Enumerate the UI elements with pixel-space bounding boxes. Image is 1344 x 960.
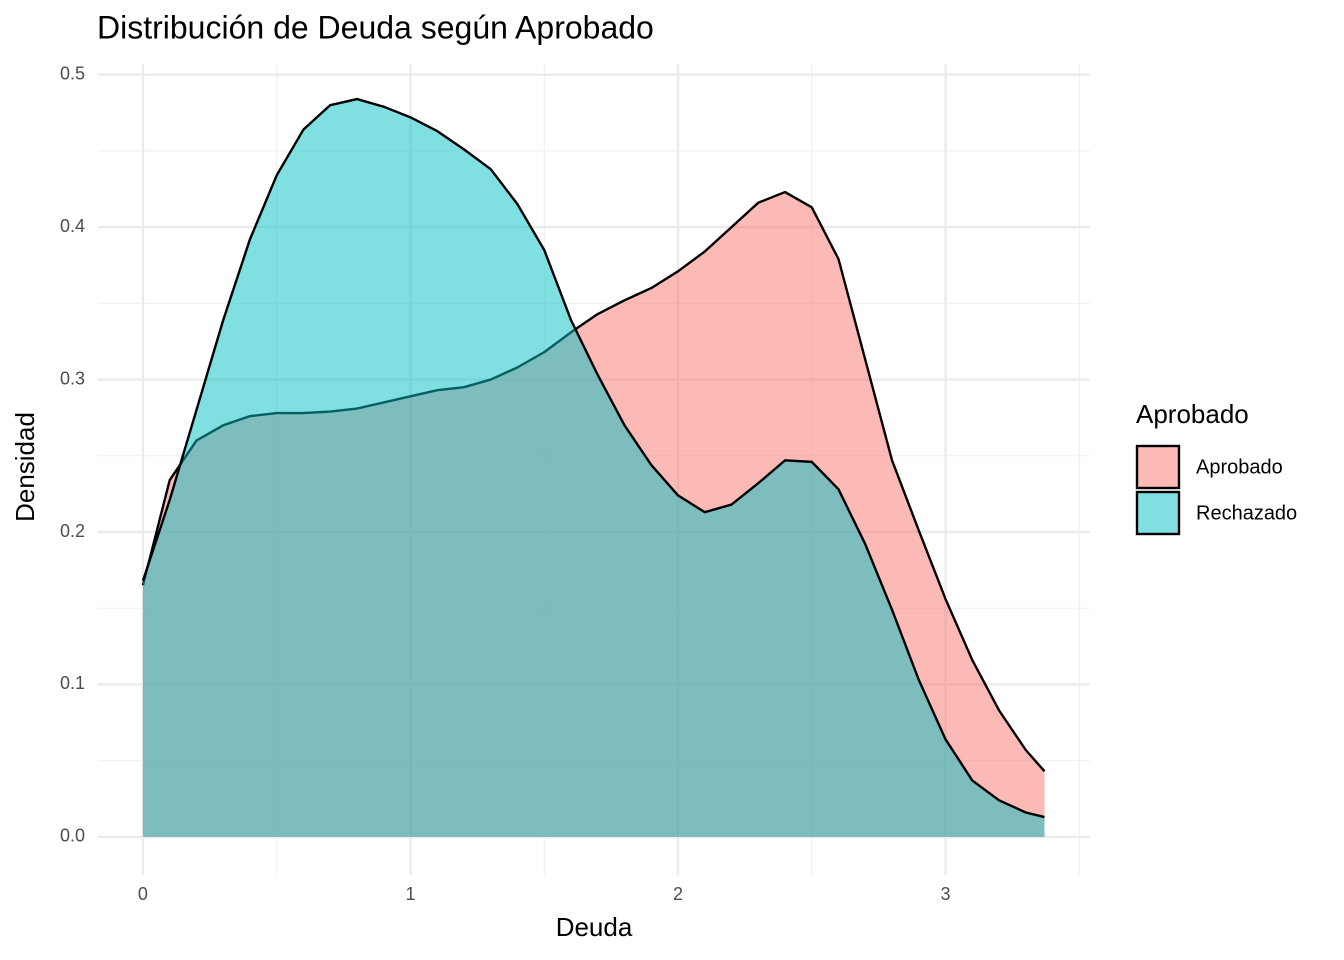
legend-swatch xyxy=(1135,444,1181,490)
x-tick-label: 3 xyxy=(941,884,951,904)
legend-title: Aprobado xyxy=(1136,399,1249,429)
y-tick-label: 0.0 xyxy=(60,826,85,846)
legend-label: Rechazado xyxy=(1196,502,1297,524)
x-tick-label: 1 xyxy=(405,884,415,904)
legend-label: Aprobado xyxy=(1196,456,1283,478)
density-line xyxy=(141,97,1045,819)
density-area xyxy=(142,99,1045,837)
y-axis-label: Densidad xyxy=(10,412,40,522)
y-tick-label: 0.3 xyxy=(60,368,85,388)
y-tick-label: 0.4 xyxy=(60,216,85,236)
x-tick-label: 2 xyxy=(673,884,683,904)
y-tick-label: 0.1 xyxy=(60,673,85,693)
x-axis-label: Deuda xyxy=(556,912,633,942)
x-tick-label: 0 xyxy=(138,884,148,904)
y-tick-label: 0.2 xyxy=(60,521,85,541)
y-tick-label: 0.5 xyxy=(60,63,85,83)
chart-title: Distribución de Deuda según Aprobado xyxy=(97,9,654,45)
legend-swatch xyxy=(1135,490,1181,536)
